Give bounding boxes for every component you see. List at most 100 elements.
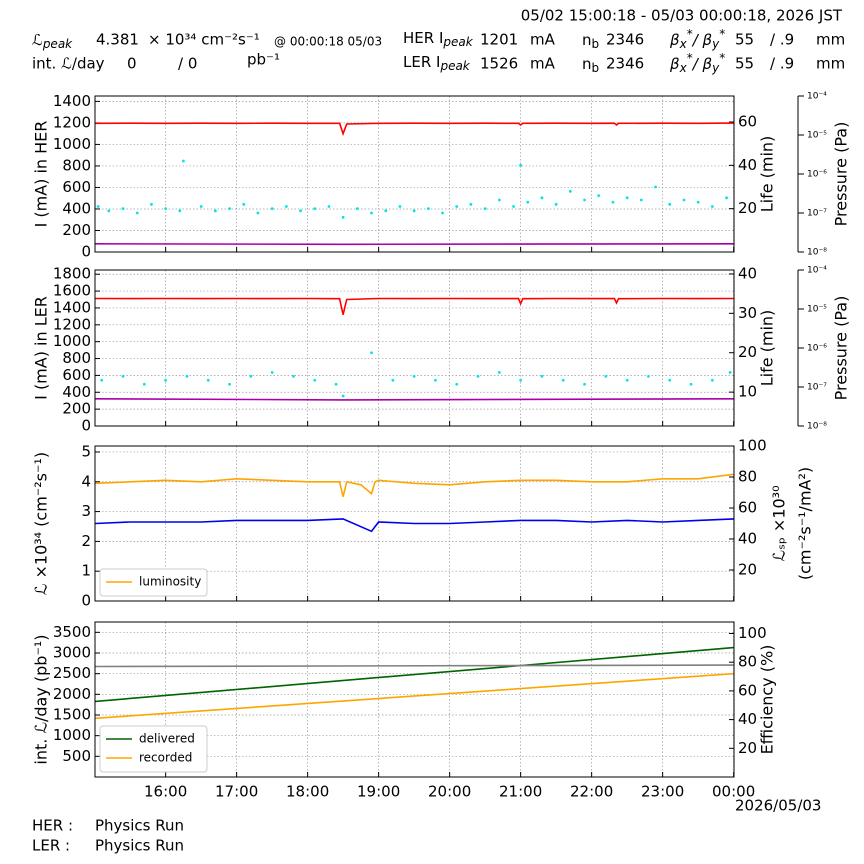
y-tick-label: 2	[81, 532, 91, 550]
ler-unit: mA	[530, 55, 556, 73]
plot-frame	[94, 95, 735, 253]
ler-status-label: LER :	[32, 837, 70, 855]
life-point	[455, 382, 459, 386]
y-tick-label: 0	[81, 243, 91, 261]
y3-tick-label: 10⁻⁵	[807, 305, 827, 315]
life-point	[497, 198, 501, 202]
y-tick-label: 1000	[53, 726, 91, 744]
life-point	[327, 205, 331, 208]
y2-tick-label: 40	[738, 530, 757, 548]
header-row-2: int. ℒ/day 0 / 0 pb⁻¹ LER Ipeak 1526 mA …	[32, 51, 845, 75]
series-line	[95, 664, 734, 668]
ler-current: 1526	[480, 55, 518, 73]
y3-tick-label: 10⁻⁸	[807, 422, 827, 432]
panel: 16:00 17:00 18:00 19:00 20:00 21:00 22:00 23:00…	[32, 621, 777, 801]
x-tick-label: 21:00	[499, 783, 542, 801]
y-tick-label: 600	[62, 178, 91, 196]
life-point	[728, 371, 732, 374]
life-point	[164, 378, 168, 382]
y-tick-label: 3	[81, 502, 91, 520]
y-tick-label: 1200	[53, 315, 91, 333]
intl-label: int. ℒ/day	[32, 55, 105, 73]
y3-tick-label: 10⁻⁷	[807, 209, 827, 219]
life-point	[249, 374, 253, 378]
y2-tick-label: 40	[738, 710, 757, 728]
y-tick-label: 1200	[53, 113, 91, 131]
x-tick-label: 19:00	[357, 783, 400, 801]
life-point	[611, 200, 615, 204]
ler-bunches: 2346	[606, 55, 644, 73]
y-tick-label: 1500	[53, 706, 91, 724]
life-point	[107, 209, 111, 213]
life-point	[334, 382, 338, 386]
y-tick-label: 800	[62, 349, 91, 367]
y-tick-label: 1000	[53, 332, 91, 350]
ler-ipeak-label: LER Ipeak	[403, 53, 471, 73]
y3-axis-label: Pressure (Pa)	[832, 296, 851, 401]
her-ipeak-label: HER Ipeak	[403, 29, 474, 49]
life-point	[313, 207, 317, 211]
y-tick-label: 200	[62, 221, 91, 239]
y-axis-label: I (mA) in LER	[32, 296, 51, 400]
y2-tick-label: 20	[738, 561, 757, 579]
life-point	[583, 382, 586, 386]
life-point	[561, 378, 565, 382]
life-point	[341, 394, 345, 398]
y2-axis-label: (cm⁻²s⁻¹/mA²)	[796, 467, 815, 580]
life-point	[583, 198, 586, 202]
y-tick-label: 0	[81, 417, 91, 435]
intl-value: 0	[127, 55, 137, 73]
x-tick-label: 16:00	[144, 783, 187, 801]
ler-nb-label: nb	[582, 55, 599, 75]
y-tick-label: 1600	[53, 282, 91, 300]
her-current: 1201	[480, 31, 518, 49]
life-point	[270, 207, 274, 211]
life-point	[668, 202, 672, 206]
y-tick-label: 3000	[53, 644, 91, 662]
her-beta-unit: mm	[816, 31, 845, 49]
y-tick-label: 400	[62, 199, 91, 217]
life-point	[426, 207, 430, 211]
y-axis-label: int. ℒ/day (pb⁻¹)	[32, 634, 51, 764]
y-tick-label: 500	[62, 747, 91, 765]
life-point	[384, 209, 388, 213]
series-line	[95, 518, 734, 533]
y2-tick-label: 30	[738, 304, 757, 322]
life-point	[497, 371, 501, 374]
plot-frame	[94, 269, 735, 427]
y-tick-label: 1400	[53, 298, 91, 316]
life-point	[412, 209, 416, 213]
life-point	[476, 374, 480, 378]
life-point	[242, 202, 246, 206]
y2-tick-label: 100	[738, 437, 767, 455]
legend: luminosity	[99, 568, 208, 597]
y-tick-label: 0	[81, 592, 91, 610]
y2-tick-label: 80	[738, 653, 757, 671]
legend: delivered recorded	[99, 725, 208, 773]
y3-tick-label: 10⁻⁸	[807, 248, 827, 258]
x-tick-label: 00:00	[712, 783, 755, 801]
header-row-1: ℒpeak 4.381 × 10³⁴ cm⁻²s⁻¹ @ 00:00:18 05…	[32, 27, 845, 51]
series-line	[95, 398, 734, 401]
life-point	[412, 374, 416, 378]
life-point	[270, 371, 274, 374]
y2-tick-label: 60	[738, 499, 757, 517]
y-tick-label: 2500	[53, 664, 91, 682]
legend-label: delivered	[139, 732, 195, 746]
life-point	[185, 374, 189, 378]
x-tick-label: 17:00	[215, 783, 258, 801]
life-point	[355, 207, 359, 211]
series-line	[95, 297, 734, 315]
y3-tick-label: 10⁻⁵	[807, 131, 827, 141]
life-point	[639, 198, 643, 202]
y-tick-label: 600	[62, 366, 91, 384]
y-tick-label: 200	[62, 400, 91, 418]
lpeak-time: @ 00:00:18 05/03	[274, 35, 382, 49]
life-point	[725, 196, 728, 200]
series-line	[95, 672, 734, 720]
lpeak-label: ℒpeak	[32, 31, 73, 51]
life-point	[625, 378, 629, 382]
life-point	[96, 205, 100, 208]
